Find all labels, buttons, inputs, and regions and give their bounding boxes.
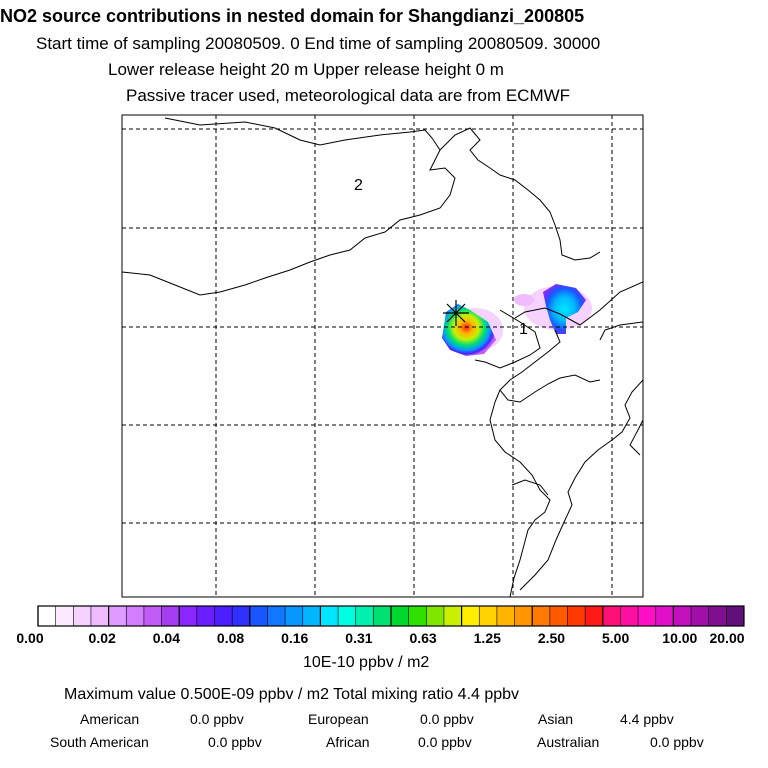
colorbar-cell <box>726 606 745 626</box>
colorbar-cell <box>496 606 516 626</box>
colorbar-tick-label: 20.00 <box>709 630 745 646</box>
concentration-plume-east <box>543 284 586 334</box>
colorbar-cell <box>691 606 710 626</box>
colorbar-tick-label: 10.00 <box>662 630 698 646</box>
colorbar-tick-label: 0.16 <box>281 630 309 646</box>
colorbar-cell <box>461 606 480 626</box>
border-line <box>122 117 456 296</box>
release-height-line: Lower release height 20 m Upper release … <box>108 60 504 79</box>
coastline <box>511 479 549 496</box>
colorbar-tick-label: 1.25 <box>473 630 501 646</box>
sampling-time-line: Start time of sampling 20080509. 0 End t… <box>36 34 601 53</box>
colorbar-cell <box>514 606 533 626</box>
colorbar-cell <box>708 606 727 626</box>
colorbar-tick-label: 0.08 <box>216 630 245 646</box>
colorbar-cell <box>408 606 427 626</box>
station-marker-icon <box>443 300 469 326</box>
coastline <box>629 419 643 456</box>
colorbar-cell <box>249 606 268 626</box>
tracer-info-line: Passive tracer used, meteorological data… <box>126 86 571 105</box>
colorbar-cell <box>90 606 110 626</box>
colorbar-cell <box>355 606 374 626</box>
colorbar-cell <box>391 606 410 626</box>
plot-title: NO2 source contributions in nested domai… <box>0 6 585 26</box>
colorbar-cell <box>373 606 392 626</box>
colorbar-cell <box>549 606 568 626</box>
colorbar-cell <box>55 606 74 626</box>
region-name: European <box>308 711 369 727</box>
border-line <box>439 127 601 261</box>
region-name: South American <box>50 734 149 750</box>
coastline <box>489 389 551 597</box>
colorbar-cell <box>38 606 57 626</box>
colorbar-cell <box>108 606 127 626</box>
colorbar-cell <box>302 606 321 626</box>
coastline <box>499 329 601 403</box>
region-value: 0.0 ppbv <box>650 734 704 750</box>
colorbar-cell <box>638 606 657 626</box>
colorbar-tick-label: 0.63 <box>409 630 437 646</box>
colorbar-cell <box>655 606 674 626</box>
region-value: 0.0 ppbv <box>420 711 474 727</box>
region-label-1: 1 <box>519 321 528 338</box>
colorbar-cell <box>602 606 621 626</box>
colorbar-cell <box>673 606 692 626</box>
colorbar-cell <box>73 606 92 626</box>
maximum-value-line: Maximum value 0.500E-09 ppbv / m2 Total … <box>64 686 520 703</box>
coastline <box>474 309 541 369</box>
coastline <box>514 281 643 326</box>
coastline <box>599 321 643 341</box>
region-value: 4.4 ppbv <box>620 711 674 727</box>
colorbar-cell <box>285 606 304 626</box>
colorbar-cell <box>338 606 357 626</box>
map-frame <box>121 114 644 598</box>
colorbar-cell <box>426 606 445 626</box>
region-name: African <box>326 734 370 750</box>
colorbar-cell <box>214 606 233 626</box>
region-label-2: 2 <box>354 177 363 194</box>
colorbar-tick-label: 0.02 <box>88 630 116 646</box>
colorbar-units: 10E-10 ppbv / m2 <box>303 654 430 671</box>
colorbar-cell <box>479 606 498 626</box>
colorbar-cell <box>143 606 163 626</box>
colorbar-cell <box>585 606 604 626</box>
colorbar-cell <box>320 606 339 626</box>
colorbar-cell <box>620 606 639 626</box>
colorbar-cell <box>161 606 180 626</box>
region-value: 0.0 ppbv <box>208 734 262 750</box>
colorbar-cell <box>532 606 551 626</box>
coastline <box>519 379 643 591</box>
region-value: 0.0 ppbv <box>190 711 244 727</box>
colorbar-tick-label: 0.31 <box>345 630 373 646</box>
colorbar-cell <box>232 606 251 626</box>
region-value: 0.0 ppbv <box>418 734 472 750</box>
region-name: Asian <box>538 711 574 727</box>
colorbar-tick-label: 0.00 <box>16 630 44 646</box>
colorbar-cell <box>567 606 586 626</box>
colorbar-cell <box>267 606 286 626</box>
region-name: Australian <box>537 734 600 750</box>
colorbar-cell <box>196 606 215 626</box>
colorbar-tick-label: 5.00 <box>602 630 630 646</box>
colorbar-cell <box>179 606 198 626</box>
plume-fringe <box>514 294 534 306</box>
colorbar-tick-label: 2.50 <box>537 630 566 646</box>
colorbar-tick-label: 0.04 <box>152 630 180 646</box>
colorbar-cell <box>443 606 463 626</box>
colorbar-cell <box>126 606 145 626</box>
region-name: American <box>80 711 140 727</box>
